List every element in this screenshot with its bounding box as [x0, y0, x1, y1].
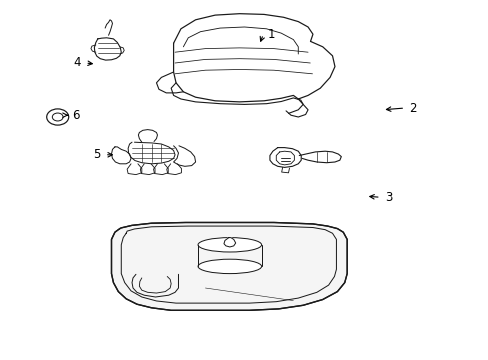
Polygon shape [224, 238, 235, 247]
Polygon shape [173, 146, 195, 166]
Polygon shape [128, 142, 175, 164]
Text: 4: 4 [73, 57, 81, 69]
Polygon shape [269, 148, 301, 167]
Ellipse shape [198, 238, 261, 252]
Text: 5: 5 [93, 148, 101, 161]
Polygon shape [111, 222, 346, 310]
Text: 2: 2 [408, 102, 416, 114]
Text: 6: 6 [72, 109, 80, 122]
Text: 3: 3 [384, 191, 392, 204]
Polygon shape [111, 147, 131, 164]
Ellipse shape [198, 259, 261, 274]
Text: 1: 1 [267, 28, 275, 41]
